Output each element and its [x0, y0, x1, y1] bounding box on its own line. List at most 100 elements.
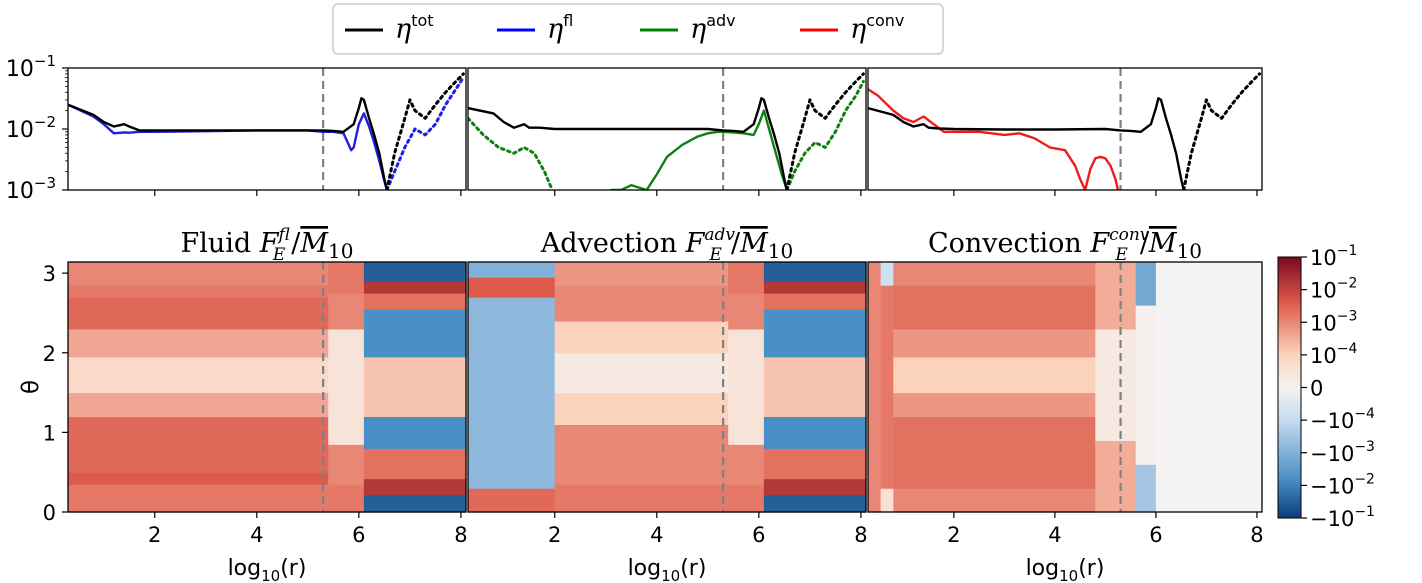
- heatmap-cell: [555, 393, 729, 425]
- heatmap-cell: [893, 417, 1096, 489]
- xlabel-arg: (r): [280, 556, 306, 581]
- heatmap-cell: [364, 495, 467, 513]
- heatmap-cell: [364, 479, 467, 496]
- heatmap-cell: [764, 281, 867, 294]
- ytick-label: 0: [43, 501, 56, 525]
- colorbar-tick-label: −10−3: [1310, 439, 1375, 466]
- colorbar-tick-label: 10−2: [1310, 276, 1357, 303]
- title-F: F: [685, 228, 706, 259]
- heatmap-cell: [728, 262, 764, 294]
- top-ytick-exp: −1: [34, 52, 56, 70]
- xtick-label: 4: [1048, 523, 1061, 547]
- heatmap-cell: [328, 329, 364, 445]
- heatmap-cell: [555, 321, 729, 353]
- title-F: F: [1089, 228, 1110, 259]
- heatmap-cell: [728, 484, 764, 512]
- heatmap-cell: [868, 262, 881, 513]
- heatmap-cell: [68, 393, 329, 418]
- colorbar-tick-exp: −4: [1354, 406, 1375, 422]
- heatmap-cell: [893, 285, 1096, 329]
- heatmap-cell: [881, 285, 894, 489]
- x-axis-label: log10(r): [228, 556, 307, 583]
- colorbar-gradient: [1278, 257, 1301, 518]
- top-ytick-label: 10−1: [6, 52, 56, 82]
- heatmap-cell: [1136, 305, 1157, 465]
- title-sup: fl: [277, 225, 290, 245]
- xlabel-base: log: [1026, 556, 1060, 581]
- series-eta-adv-solid: [611, 111, 787, 190]
- title-M-sub: 10: [328, 239, 353, 263]
- series-eta-tot-dotted: [387, 74, 464, 190]
- title-M-sub: 10: [768, 239, 793, 263]
- heatmap-cell: [728, 293, 764, 329]
- heatmap-cell: [1095, 329, 1136, 441]
- heatmap-cell: [328, 262, 364, 294]
- colorbar-tick-exp: −4: [1337, 341, 1358, 357]
- title-sub-E: E: [1114, 245, 1128, 265]
- heatmap-cell: [364, 417, 467, 449]
- xtick-label: 6: [352, 523, 365, 547]
- title-M: M: [1148, 228, 1178, 259]
- top-panel-2: [468, 68, 866, 196]
- xlabel-base: log: [228, 556, 262, 581]
- xtick-label: 8: [1250, 523, 1263, 547]
- title-M: M: [299, 228, 329, 259]
- legend-sup-conv: conv: [866, 11, 904, 30]
- colorbar-tick-exp: −3: [1337, 308, 1358, 324]
- colorbar-tick-exp: −2: [1337, 276, 1358, 292]
- title-M: M: [739, 228, 769, 259]
- xlabel-sub: 10: [261, 567, 280, 583]
- series-eta-fl-dotted: [387, 77, 464, 190]
- colorbar: 10−110−210−310−40−10−4−10−3−10−2−10−1: [1278, 243, 1375, 531]
- heatmap-cell: [764, 357, 867, 417]
- xtick-label: 2: [548, 523, 561, 547]
- top-plot-area: [868, 68, 1260, 190]
- colorbar-tick-label: 10−1: [1310, 243, 1357, 270]
- heatmap-cell: [364, 281, 467, 294]
- top-plot-area: [68, 68, 463, 190]
- series-eta-tot-solid: [468, 98, 787, 190]
- colorbar-tick-label: −10−1: [1310, 504, 1375, 531]
- top-panel-3: [868, 68, 1262, 196]
- heatmap-cells: [468, 262, 867, 513]
- heatmap-cell: [364, 262, 467, 282]
- title-word: Advection: [540, 228, 686, 259]
- heatmap-cell: [468, 262, 555, 278]
- heatmap-title: Convection Fconv E/M10: [928, 225, 1202, 265]
- heatmap-cell: [1156, 262, 1263, 513]
- xlabel-sub: 10: [1059, 567, 1078, 583]
- xtick-label: 4: [650, 523, 663, 547]
- ytick-label: 1: [43, 421, 56, 445]
- top-ytick-exp: −3: [34, 174, 56, 192]
- heatmap-cell: [68, 472, 329, 485]
- title-sub-E: E: [709, 245, 723, 265]
- heatmap-cell: [728, 444, 764, 484]
- heatmap-cell: [68, 297, 329, 329]
- heatmap-cell: [68, 329, 329, 358]
- top-panel-1: 10−1 10−2 10−3: [6, 52, 466, 204]
- heatmap-cell: [68, 357, 329, 393]
- heatmap-cell: [328, 444, 364, 484]
- x-axis-label: log10(r): [1026, 556, 1105, 583]
- heatmap-cell: [1136, 262, 1157, 306]
- heatmap-cell: [328, 293, 364, 329]
- title-M-sub: 10: [1177, 239, 1202, 263]
- heatmap-cell: [555, 353, 729, 393]
- top-ytick-exp: −2: [34, 113, 56, 131]
- y-axis-label: θ: [18, 380, 44, 394]
- title-word: Convection: [928, 228, 1090, 259]
- heatmap-cell: [728, 329, 764, 445]
- xlabel-base: log: [628, 556, 662, 581]
- colorbar-tick-label: 10−4: [1310, 341, 1357, 368]
- colorbar-tick-exp: −1: [1354, 504, 1375, 520]
- colorbar-tick-exp: −2: [1354, 471, 1375, 487]
- heatmap-cell: [68, 285, 329, 298]
- heatmap-title: Advection Fadv E /M10: [540, 225, 793, 265]
- heatmap-cell: [364, 293, 467, 310]
- series-eta-conv-solid: [868, 89, 1118, 190]
